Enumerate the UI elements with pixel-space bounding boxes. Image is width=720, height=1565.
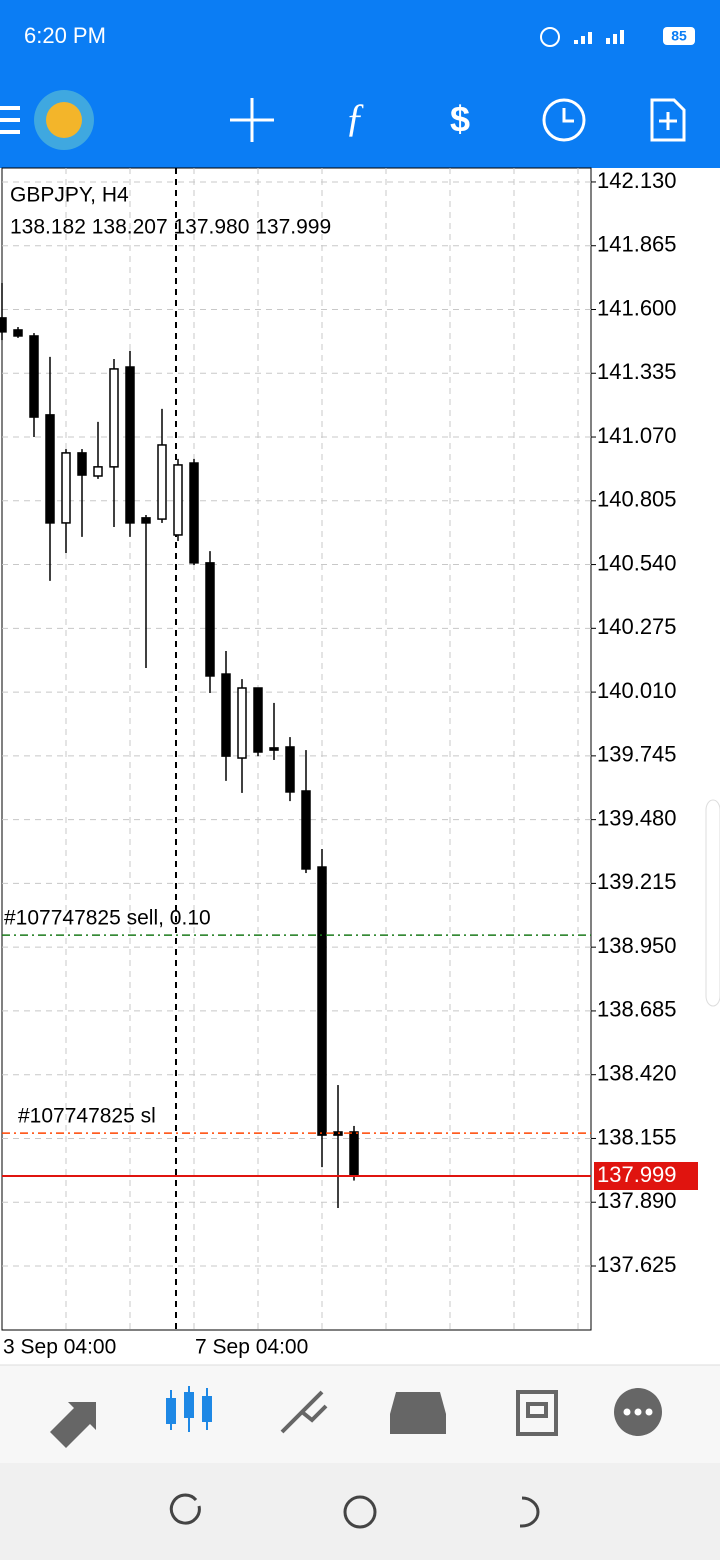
top-bar [0, 0, 720, 168]
system-nav [0, 1463, 720, 1560]
y-tick-label: 140.010 [597, 678, 677, 703]
chat-tab[interactable] [614, 1388, 662, 1436]
y-tick-label: 138.950 [597, 933, 677, 958]
y-tick-label: 137.625 [597, 1252, 677, 1277]
quotes-tab[interactable] [50, 1402, 96, 1448]
candle-body [317, 866, 327, 1136]
candle-body [301, 790, 311, 870]
candle-body [269, 747, 279, 751]
y-tick-label: 138.420 [597, 1061, 677, 1086]
symbol-button[interactable]: $ [450, 99, 470, 140]
chart-tab[interactable] [166, 1386, 212, 1432]
system-buttons[interactable] [169, 1493, 540, 1529]
clock: 6:20 PM [24, 23, 106, 48]
bottom-nav [0, 1365, 720, 1463]
candle-body [45, 414, 55, 524]
y-tick-label: 140.805 [597, 487, 677, 512]
y-tick-label: 141.865 [597, 232, 677, 257]
y-tick-label: 137.890 [597, 1188, 677, 1213]
status-icons [540, 27, 695, 47]
candle-body [237, 687, 247, 759]
y-tick-label: 139.745 [597, 742, 677, 767]
menu-button[interactable] [0, 106, 20, 134]
candle-body [0, 317, 7, 333]
order-label: #107747825 sl [18, 1105, 156, 1128]
trade-tab[interactable] [280, 1390, 328, 1434]
candle-body [29, 335, 39, 418]
y-tick-label: 139.215 [597, 869, 677, 894]
news-tab[interactable] [516, 1390, 558, 1436]
candle-body [253, 687, 263, 753]
y-tick-label: 140.275 [597, 614, 677, 639]
side-handle[interactable] [705, 799, 720, 1007]
crosshair-button[interactable] [230, 98, 274, 142]
objects-button[interactable] [650, 98, 686, 142]
y-tick-label: 138.155 [597, 1124, 677, 1149]
candle-body [109, 368, 119, 468]
history-tab[interactable] [390, 1392, 446, 1434]
candle-body [189, 462, 199, 564]
y-tick-label: 139.480 [597, 805, 677, 830]
candle-body [77, 452, 87, 476]
x-tick-label: 3 Sep 04:00 [3, 1336, 116, 1359]
bid-label: 137.999 [597, 1162, 677, 1187]
app-logo [34, 90, 94, 150]
candle-body [285, 746, 295, 793]
y-tick-label: 141.070 [597, 423, 677, 448]
chart-title: GBPJPY, H4 [10, 184, 129, 207]
indicators-button[interactable]: ƒ [345, 95, 365, 140]
y-tick-label: 141.600 [597, 295, 677, 320]
order-label: #107747825 sell, 0.10 [4, 907, 211, 930]
candle-body [141, 517, 151, 524]
candle-body [13, 329, 23, 337]
candle-body [93, 466, 103, 477]
battery: 85 [671, 28, 687, 44]
y-tick-label: 141.335 [597, 359, 677, 384]
candle-body [173, 464, 183, 536]
ohlc-info: 138.182 138.207 137.980 137.999 [10, 216, 331, 239]
candle-body [205, 562, 215, 677]
y-tick-label: 142.130 [597, 168, 677, 193]
candle-body [125, 366, 135, 524]
y-tick-label: 138.685 [597, 997, 677, 1022]
x-tick-label: 7 Sep 04:00 [195, 1336, 308, 1359]
bid-box [594, 1161, 698, 1190]
candle-body [221, 673, 231, 757]
candle-body [61, 452, 71, 524]
chart-frame [1, 167, 592, 1331]
candle-body [349, 1131, 359, 1177]
timeframe-button[interactable] [542, 98, 586, 142]
candle-body [157, 444, 167, 520]
y-tick-label: 140.540 [597, 550, 677, 575]
